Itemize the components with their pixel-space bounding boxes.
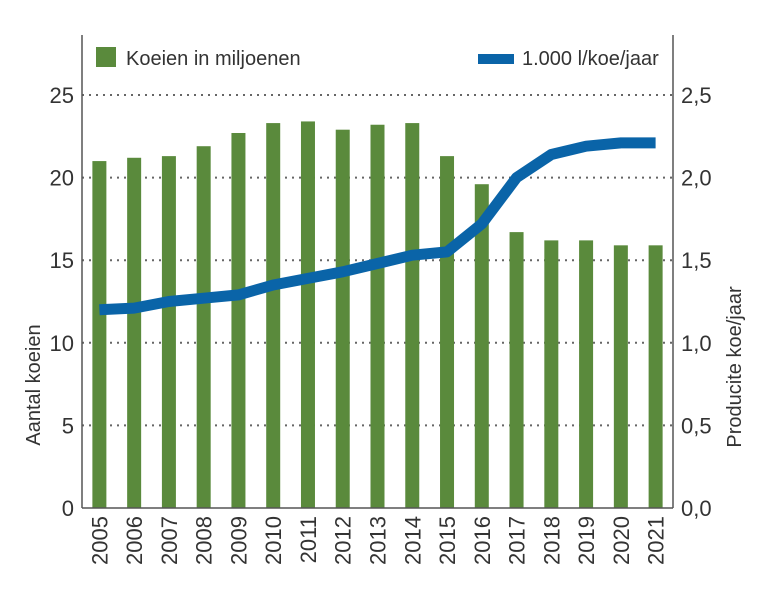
bar [544, 240, 559, 508]
x-tick-label: 2008 [192, 516, 217, 565]
right-axis-ticks: 0,0 0,5 1,0 1,5 2,0 2,5 [681, 83, 712, 521]
x-tick-label: 2020 [609, 516, 634, 565]
y2-axis-title: Producite koe/jaar [724, 286, 746, 448]
y-tick-label: 10 [50, 331, 74, 356]
x-tick-label: 2007 [157, 516, 182, 565]
y2-tick-label: 2,5 [681, 83, 712, 108]
x-tick-label: 2019 [574, 516, 599, 565]
x-tick-label: 2010 [261, 516, 286, 565]
y-tick-label: 25 [50, 83, 74, 108]
bar [335, 129, 350, 508]
bar [196, 146, 211, 508]
x-tick-label: 2017 [505, 516, 530, 565]
axes [81, 35, 674, 509]
x-tick-label: 2012 [331, 516, 356, 565]
legend-line-swatch [478, 54, 514, 64]
bar [579, 240, 594, 508]
line-series [99, 137, 656, 316]
bar [405, 123, 420, 509]
bar [127, 157, 142, 508]
x-tick-label: 2018 [539, 516, 564, 565]
production-line [99, 137, 656, 316]
legend-bar-swatch [96, 47, 116, 67]
x-tick-label: 2013 [366, 516, 391, 565]
x-tick-label: 2015 [435, 516, 460, 565]
legend: Koeien in miljoenen 1.000 l/koe/jaar [96, 47, 659, 70]
bar [509, 232, 524, 508]
bar [440, 156, 455, 508]
left-axis-ticks: 0 5 10 15 20 25 [50, 83, 74, 521]
bar [300, 121, 315, 508]
bar [266, 123, 281, 509]
x-tick-label: 2011 [296, 516, 321, 563]
x-tick-label: 2014 [400, 516, 425, 565]
y2-tick-label: 0,5 [681, 413, 712, 438]
x-axis-ticks: 2005 2006 2007 2008 2009 2010 2011 2012 2013 2014… [87, 516, 668, 565]
y2-tick-label: 2,0 [681, 166, 712, 191]
y-tick-label: 20 [50, 166, 74, 191]
bar [161, 156, 176, 508]
y2-tick-label: 1,0 [681, 331, 712, 356]
legend-line-label: 1.000 l/koe/jaar [522, 48, 659, 70]
x-tick-label: 2005 [87, 516, 112, 565]
bar [474, 184, 489, 508]
bar [648, 245, 663, 508]
x-tick-label: 2006 [122, 516, 147, 565]
bar [92, 161, 107, 508]
y2-tick-label: 0,0 [681, 496, 712, 521]
bar-series [92, 121, 663, 509]
y-tick-label: 0 [62, 496, 74, 521]
y-axis-title: Aantal koeien [23, 324, 45, 445]
y-tick-label: 5 [62, 413, 74, 438]
legend-bar-label: Koeien in miljoenen [126, 48, 301, 70]
y-tick-label: 15 [50, 248, 74, 273]
y2-tick-label: 1,5 [681, 248, 712, 273]
x-tick-label: 2009 [226, 516, 251, 565]
bar [231, 132, 246, 508]
x-tick-label: 2016 [470, 516, 495, 565]
bar [613, 245, 628, 508]
x-tick-label: 2021 [644, 516, 669, 565]
bar [370, 124, 385, 509]
